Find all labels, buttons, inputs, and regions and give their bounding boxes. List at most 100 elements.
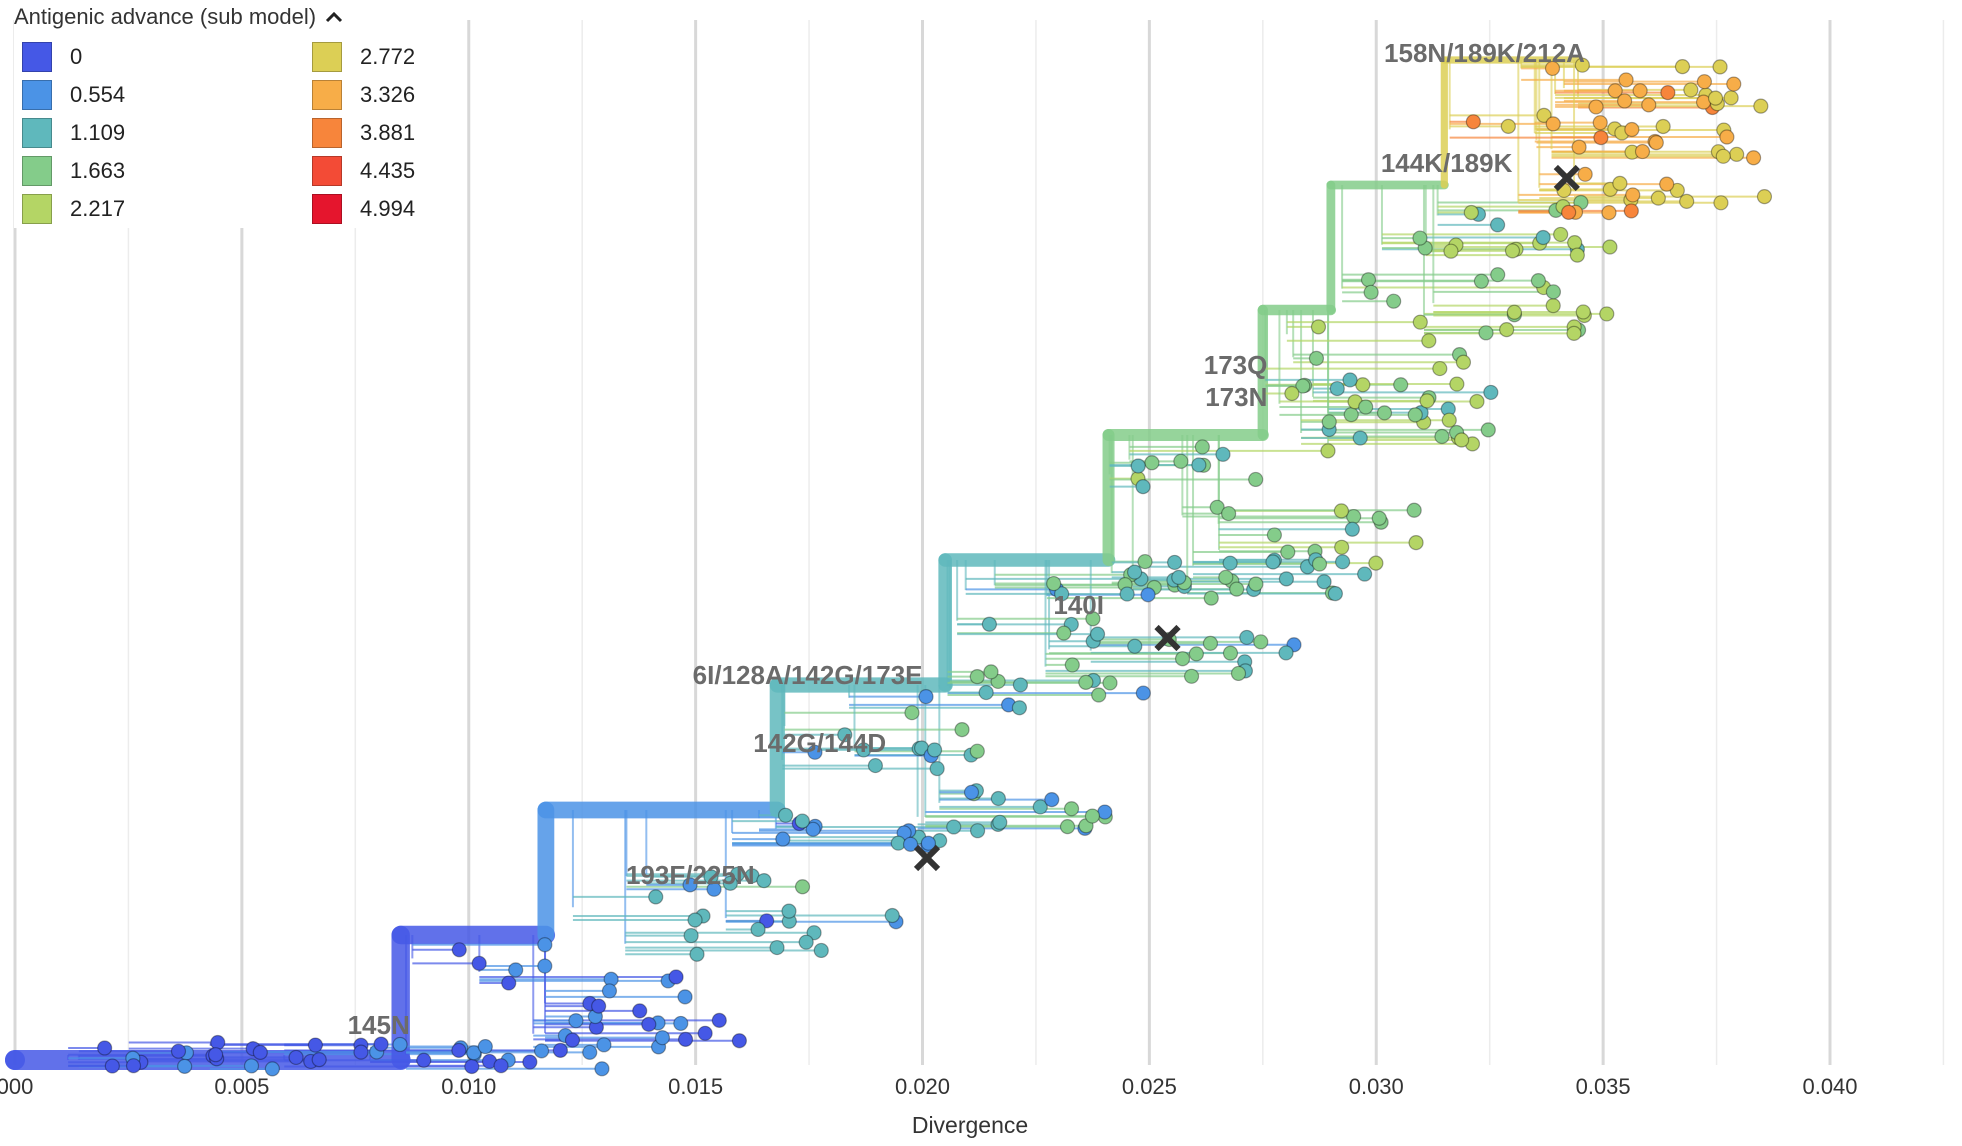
tip-node — [1044, 792, 1060, 808]
tip-node — [1407, 407, 1423, 423]
tip-node — [1084, 808, 1101, 824]
tip-node — [867, 757, 884, 774]
legend-item[interactable]: 0.554 — [22, 76, 312, 114]
tip-node — [807, 744, 823, 760]
tip-node — [1221, 505, 1237, 522]
tip-node — [1545, 298, 1561, 314]
tip-node — [983, 664, 999, 680]
tip-node — [1443, 243, 1459, 259]
legend-items: 0 0.554 1.109 1.663 2.217 2.772 3.326 3.… — [22, 38, 454, 228]
legend-label: 3.326 — [360, 82, 416, 107]
tip-node — [252, 1044, 268, 1060]
legend-item[interactable]: 3.881 — [312, 114, 462, 152]
tip-node — [1280, 544, 1296, 560]
tip-node — [1660, 85, 1676, 101]
legend-swatch — [312, 118, 342, 148]
tip-node — [1575, 304, 1591, 320]
tip-node — [1329, 380, 1345, 397]
tip-node — [722, 875, 738, 891]
legend-item[interactable]: 3.326 — [312, 76, 462, 114]
tip-node — [904, 705, 920, 721]
tip-node — [1504, 243, 1521, 259]
tip-node — [522, 1054, 538, 1070]
tip-node — [990, 790, 1006, 807]
tip-node — [963, 784, 980, 800]
tip-node — [1059, 819, 1076, 835]
x-tick-label: 0.005 — [214, 1074, 269, 1099]
tip-node — [1137, 553, 1153, 570]
tip-node — [1577, 166, 1593, 182]
tip-node — [353, 1044, 369, 1060]
tip-node — [1102, 675, 1118, 691]
tip-node — [884, 907, 900, 924]
tip-node — [1623, 203, 1639, 219]
legend-item[interactable]: 2.217 — [22, 190, 312, 228]
branch-label: 140I — [1053, 590, 1104, 620]
legend-label: 4.435 — [360, 158, 416, 183]
legend-header[interactable]: Antigenic advance (sub model) — [14, 2, 454, 32]
tip-node — [1265, 554, 1281, 570]
x-marker-stroke — [913, 844, 941, 872]
tip-node — [1434, 428, 1450, 445]
tip-node — [1588, 99, 1604, 115]
x-marker-icon — [1553, 164, 1580, 192]
tip-node — [416, 1052, 432, 1068]
branch-label: 193F/225N — [626, 860, 755, 890]
x-tick-label: 0.020 — [895, 1074, 950, 1099]
tip-node — [1335, 554, 1351, 570]
tip-node — [1342, 372, 1358, 388]
legend-item[interactable]: 4.994 — [312, 190, 462, 228]
legend-swatch — [312, 194, 342, 224]
x-tick-label: 0.010 — [441, 1074, 496, 1099]
tip-node — [648, 889, 664, 905]
tip-node — [1127, 638, 1143, 654]
tip-node — [1183, 668, 1200, 684]
legend-item[interactable]: 1.663 — [22, 152, 312, 190]
legend-swatch — [312, 42, 342, 72]
tip-node — [969, 823, 986, 839]
tip-node — [477, 1038, 493, 1055]
tip-node — [1334, 539, 1350, 555]
tip-node — [1421, 333, 1437, 349]
tip-node — [1696, 74, 1713, 90]
tip-node — [1669, 182, 1685, 199]
tip-node — [632, 1003, 648, 1019]
tip-node — [969, 743, 985, 759]
tip-node — [978, 684, 994, 701]
tip-node — [1202, 635, 1219, 651]
tip-node — [1655, 118, 1671, 135]
legend-item[interactable]: 4.435 — [312, 152, 462, 190]
tip-node — [392, 1036, 408, 1053]
tip-node — [1506, 304, 1522, 320]
tip-node — [1545, 284, 1562, 300]
tip-node — [1266, 527, 1282, 543]
tip-node — [1295, 378, 1311, 394]
tip-node — [1567, 235, 1583, 251]
tip-node — [902, 836, 919, 852]
tip-node — [837, 727, 853, 743]
branch-label: 142G/144D — [753, 728, 886, 758]
tip-node — [1308, 350, 1325, 366]
tip-node — [1126, 564, 1143, 580]
tip-node — [1368, 555, 1384, 571]
tip-node — [471, 955, 487, 971]
tip-node — [1171, 569, 1187, 585]
tip-node — [1239, 629, 1255, 646]
tip-node — [1191, 457, 1207, 473]
tip-node — [1419, 393, 1435, 409]
legend-item[interactable]: 2.772 — [312, 38, 462, 76]
tip-node — [1091, 687, 1107, 703]
tip-node — [288, 1049, 304, 1066]
tip-node — [1316, 574, 1332, 590]
tip-node — [1278, 571, 1295, 587]
x-tick-label: 0.025 — [1122, 1074, 1177, 1099]
legend-item[interactable]: 0 — [22, 38, 312, 76]
chevron-up-icon[interactable] — [324, 7, 344, 27]
tip-node — [1222, 555, 1238, 571]
tip-node — [1085, 611, 1101, 627]
tip-node — [1499, 322, 1515, 338]
tip-node — [677, 1031, 694, 1047]
legend-item[interactable]: 1.109 — [22, 114, 312, 152]
tip-node — [1719, 129, 1735, 145]
